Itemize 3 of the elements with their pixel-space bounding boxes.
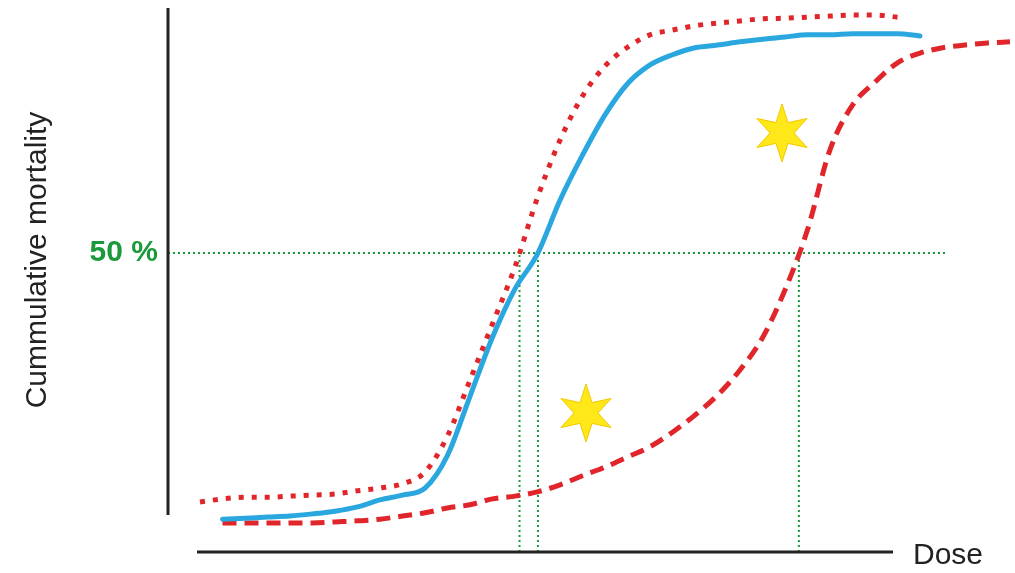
- x-axis-title: Dose: [913, 537, 984, 571]
- y-axis-title: Cummulative mortality: [19, 111, 53, 409]
- text: 50 %: [89, 234, 158, 268]
